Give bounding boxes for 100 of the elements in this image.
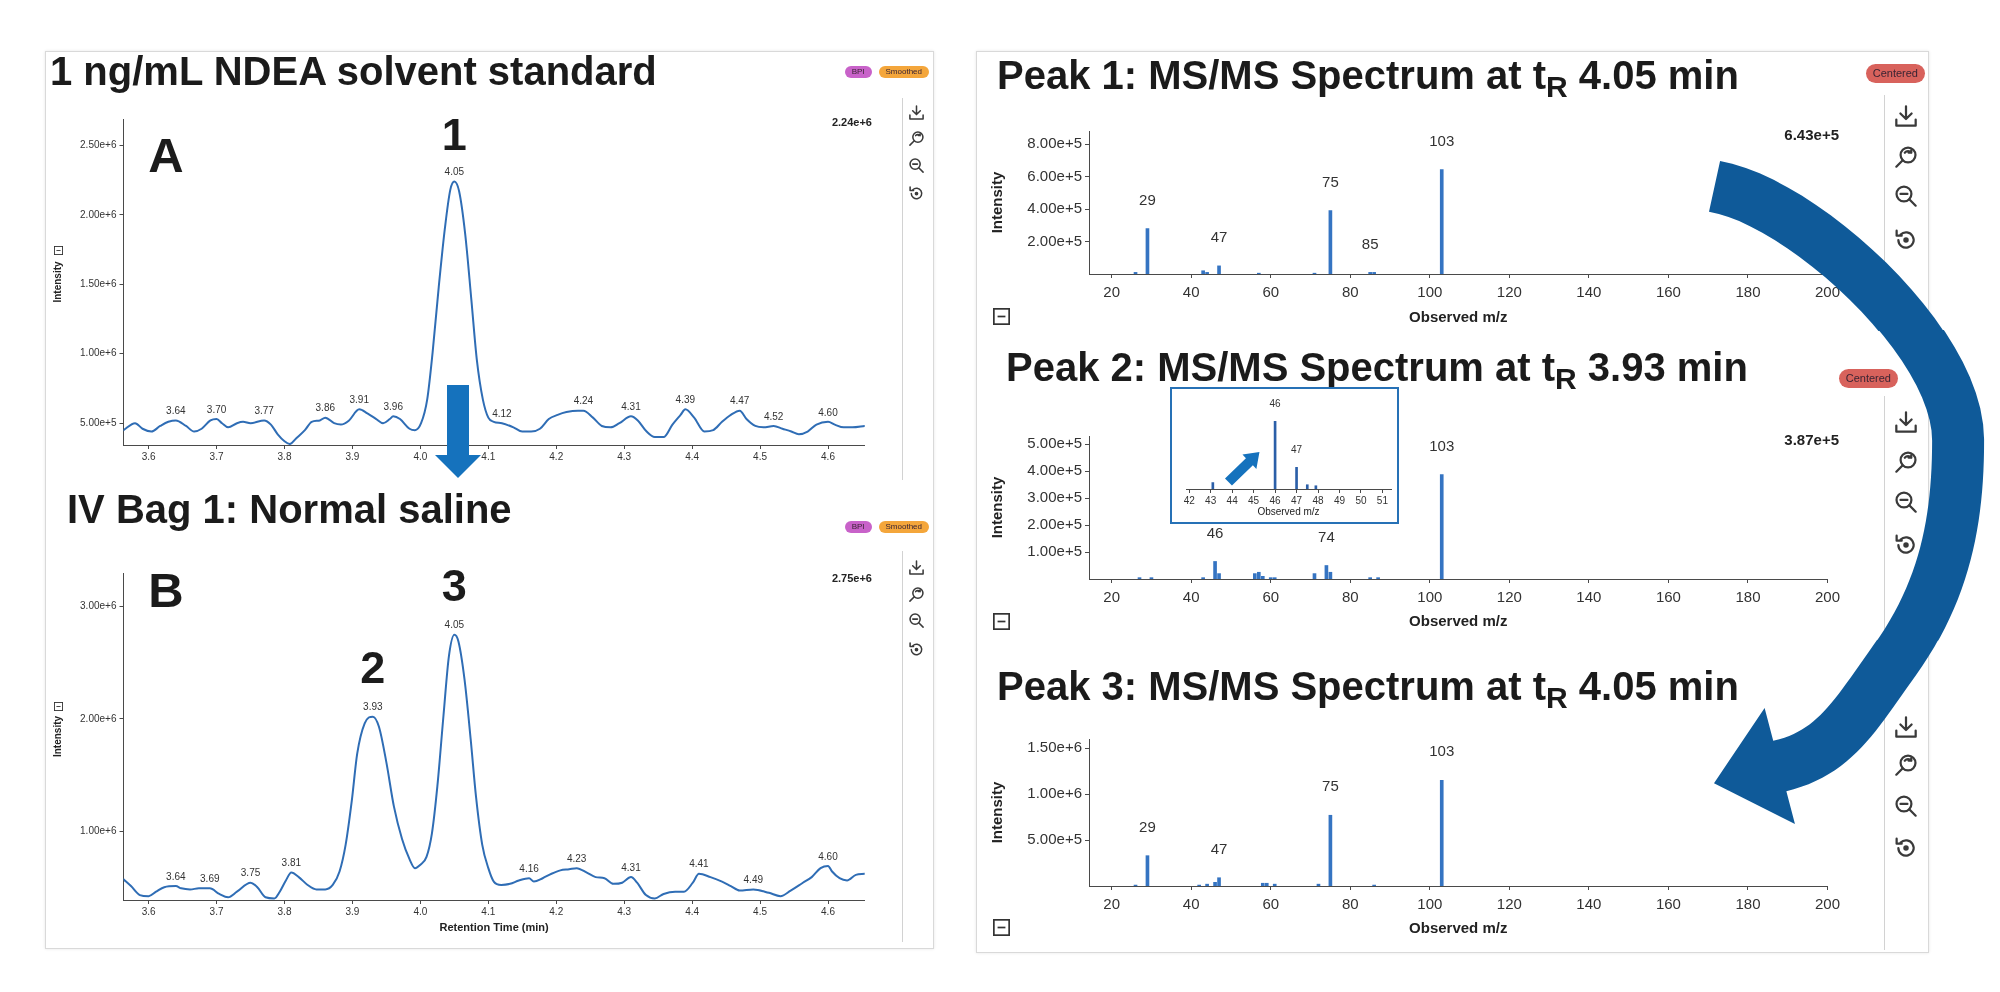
x-tick-label: 140 (1576, 588, 1602, 606)
annotation: 4.49 (743, 874, 764, 886)
y-tick-label: 6.00e+5 (1027, 166, 1082, 184)
bar (1253, 573, 1257, 579)
x-tick-label: 120 (1496, 283, 1522, 301)
y-tick-label: 1.00e+6 (80, 347, 117, 359)
x-tick-label: 180 (1735, 283, 1761, 301)
x-tick-label: 100 (1417, 895, 1443, 913)
annotation: 3.64 (166, 870, 186, 882)
x-tick-label: 4.0 (413, 905, 428, 917)
y-tick-label: 2.00e+5 (1027, 231, 1082, 249)
y-tick-label: 2.00e+6 (80, 208, 117, 220)
x-tick-label: 3.7 (209, 450, 224, 462)
x-tick-label: 4.4 (685, 450, 700, 462)
annotation: 46 (1269, 398, 1282, 410)
chart-title: Peak 1: MS/MS Spectrum at t$_{R}$ 4.05 min (997, 53, 1739, 104)
annotation: 4.60 (818, 850, 839, 862)
annotation: 85 (1361, 234, 1379, 252)
annotation: 4.47 (729, 395, 750, 407)
y-tick-label: 1.00e+5 (1027, 542, 1082, 560)
x-tick-label: 4.3 (617, 905, 632, 917)
annotation: 4.05 (444, 619, 465, 631)
x-tick-label: 4.0 (413, 450, 428, 462)
chart-title: 1 ng/mL NDEA solvent standard (50, 49, 657, 93)
text: Smoothed (878, 521, 929, 533)
x-tick-label: 80 (1341, 588, 1359, 606)
annotation: 103 (1429, 436, 1455, 454)
annotation: 1 (441, 108, 467, 160)
x-tick-label: 200 (1814, 895, 1841, 913)
x-tick-label: 40 (1182, 283, 1200, 301)
bar (1260, 575, 1265, 579)
bar (1205, 883, 1209, 886)
annotation: 75 (1322, 172, 1339, 190)
annotation: 4.24 (573, 395, 594, 407)
x-tick-label: 3.6 (141, 905, 157, 917)
chart-title: Peak 3: MS/MS Spectrum at t$_{R}$ 4.05 min (997, 663, 1739, 714)
x-axis-title: Observed m/z (1409, 308, 1508, 326)
bar (1217, 265, 1221, 274)
x-tick-label: 3.9 (345, 450, 360, 462)
annotation: 3.64 (166, 405, 186, 417)
text: BPI (844, 66, 872, 78)
x-tick-label: 4.4 (685, 905, 700, 917)
y-axis-title: Intensity (51, 715, 63, 758)
annotation: 4.31 (621, 401, 642, 412)
y-axis-title: Intensity (51, 261, 63, 303)
y-tick-label: 2.00e+6 (80, 712, 117, 724)
annotation: 103 (1429, 131, 1455, 149)
annotation: 4.16 (519, 862, 540, 874)
x-tick-label: 140 (1576, 283, 1602, 301)
x-tick-label: 3.8 (277, 450, 292, 462)
annotation: 3.91 (349, 394, 370, 406)
annotation: 4.31 (621, 861, 642, 873)
x-tick-label: 42 (1183, 494, 1196, 506)
bar (1217, 877, 1221, 886)
x-tick-label: 200 (1814, 588, 1841, 606)
x-tick-label: 47 (1290, 494, 1303, 506)
annotation: 29 (1139, 817, 1156, 835)
y-tick-label: 2.50e+6 (80, 139, 117, 151)
annotation: 3 (441, 560, 467, 612)
y-tick-label: 3.00e+5 (1027, 488, 1082, 506)
bar (1201, 270, 1205, 274)
y-tick-label: 5.00e+5 (1027, 434, 1082, 452)
y-tick-label: 8.00e+5 (1027, 134, 1082, 152)
bar (1295, 467, 1298, 489)
x-tick-label: 160 (1655, 895, 1681, 913)
x-tick-label: 4.6 (821, 450, 836, 462)
x-tick-label: 100 (1417, 283, 1443, 301)
annotation: 4.41 (689, 858, 710, 870)
y-tick-label: 5.00e+5 (1027, 830, 1082, 848)
annotation: 4.23 (566, 852, 587, 864)
y-axis-title: Intensity (988, 476, 1006, 539)
x-tick-label: 80 (1341, 895, 1359, 913)
x-tick-label: 140 (1576, 895, 1602, 913)
x-tick-label: 4.5 (753, 905, 768, 917)
annotation: 3.75 (240, 867, 261, 879)
x-tick-label: 51 (1376, 494, 1389, 506)
x-tick-label: 40 (1182, 895, 1200, 913)
x-tick-label: 160 (1655, 283, 1681, 301)
y-tick-label: 2.00e+5 (1027, 515, 1082, 533)
y-tick-label: 1.00e+6 (80, 824, 117, 836)
x-tick-label: 4.1 (481, 450, 496, 462)
x-tick-label: 4.2 (549, 450, 564, 462)
x-tick-label: 120 (1496, 588, 1522, 606)
annotation: 46 (1206, 523, 1224, 541)
x-tick-label: 60 (1262, 588, 1280, 606)
annotation: 29 (1139, 190, 1156, 208)
bar (1439, 474, 1444, 579)
y-axis-title: Intensity (988, 171, 1006, 234)
annotation: 75 (1322, 777, 1339, 795)
y-tick-label: 3.00e+6 (80, 600, 117, 612)
annotation: 3.69 (200, 873, 220, 885)
y-tick-label: 1.00e+6 (1027, 784, 1082, 802)
bar (1264, 882, 1269, 886)
x-tick-label: 120 (1496, 895, 1522, 913)
annotation: 47 (1210, 839, 1228, 857)
x-tick-label: 20 (1103, 895, 1121, 913)
chart-title: Peak 2: MS/MS Spectrum at t$_{R}$ 3.93 min (1006, 344, 1748, 395)
y-axis-title: Intensity (988, 781, 1006, 844)
x-tick-label: 20 (1103, 588, 1121, 606)
x-tick-label: 40 (1182, 588, 1200, 606)
